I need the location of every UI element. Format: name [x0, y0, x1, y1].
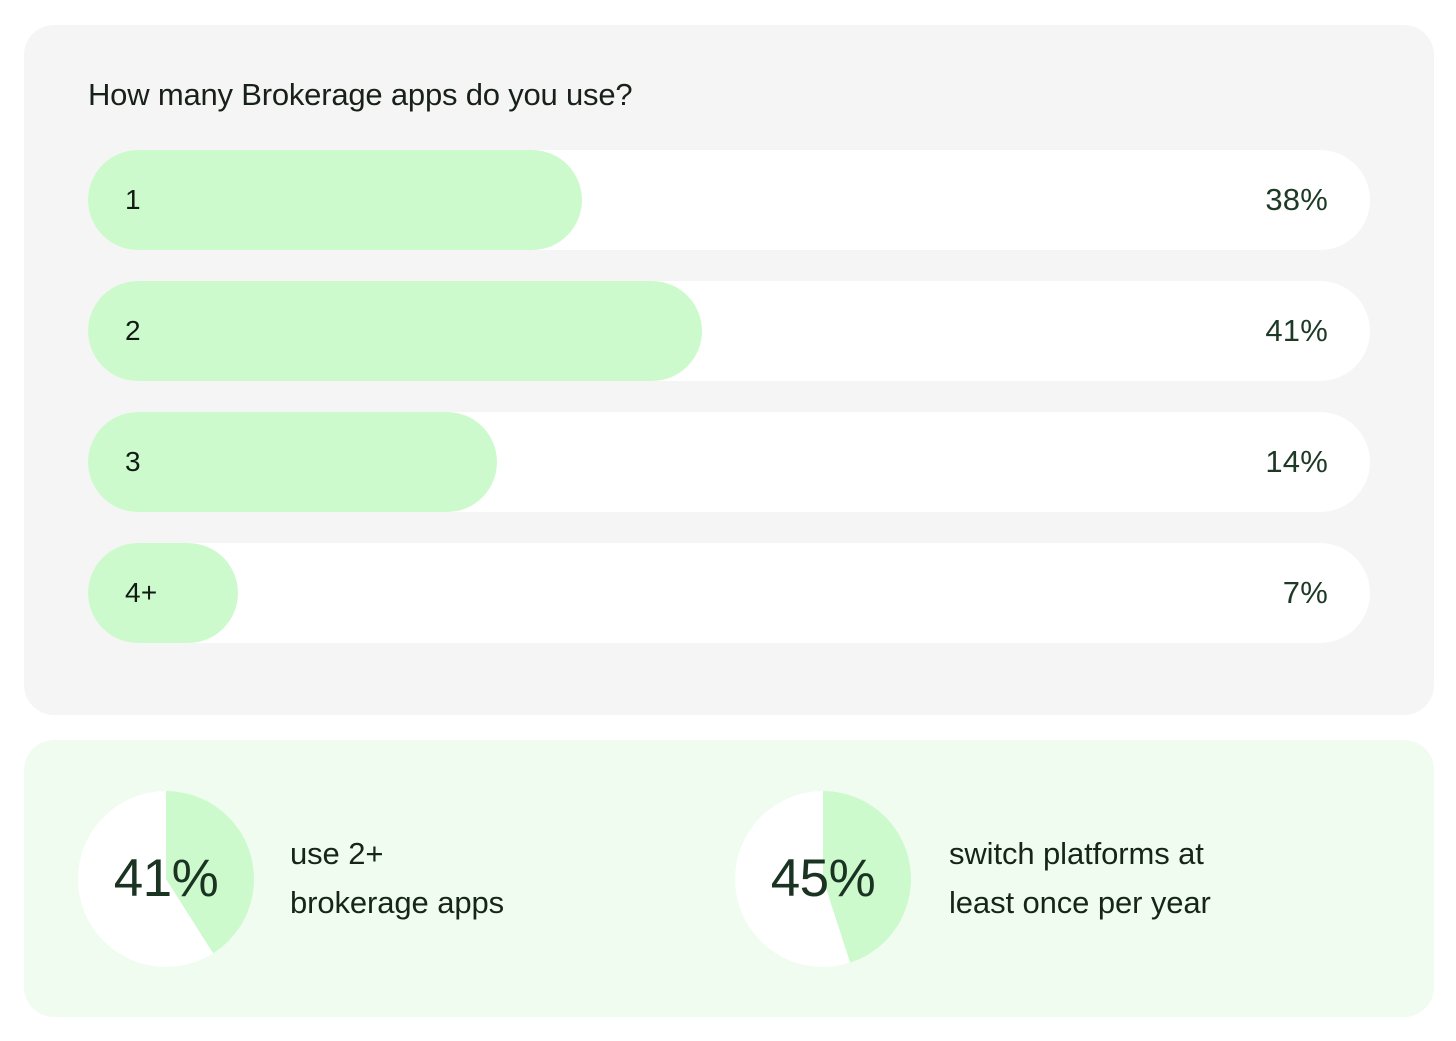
bar-fill — [88, 150, 582, 250]
bar-row: 3 14% — [88, 412, 1370, 512]
stat-item: 45% switch platforms at least once per y… — [735, 740, 1211, 1017]
bar-fill — [88, 543, 238, 643]
bar-label: 2 — [125, 315, 141, 346]
bar-value: 14% — [1265, 444, 1328, 479]
stat-caption: switch platforms at least once per year — [949, 835, 1211, 920]
stat-caption: use 2+ brokerage apps — [290, 835, 505, 920]
bar-fill — [88, 281, 703, 381]
page-title: How many Brokerage apps do you use? — [88, 77, 633, 112]
bar-row: 2 41% — [88, 281, 1370, 381]
bar-list: 1 38% 2 41% 3 14% 4+ 7% — [88, 150, 1370, 643]
pie-center-label: 45% — [770, 849, 876, 908]
bar-label: 4+ — [125, 577, 158, 608]
bar-value: 41% — [1265, 313, 1328, 348]
pie-slice-41 — [78, 790, 254, 967]
bar-track — [88, 543, 1370, 643]
pie-chart: 41% — [78, 790, 254, 967]
pie-slice-45 — [735, 790, 911, 967]
bar-label: 1 — [125, 184, 141, 215]
stats-panel: 41% use 2+ brokerage apps 45% switch pla… — [24, 740, 1434, 1017]
bar-value: 7% — [1282, 575, 1328, 610]
stat-item: 41% use 2+ brokerage apps — [78, 740, 504, 1017]
pie-chart: 45% — [735, 790, 911, 967]
bar-value: 38% — [1265, 182, 1328, 217]
bar-row: 4+ 7% — [88, 543, 1370, 643]
bar-chart-card: How many Brokerage apps do you use? 1 38… — [24, 25, 1434, 715]
pie-center-label: 41% — [113, 849, 219, 908]
bar-fill — [88, 412, 497, 512]
bar-row: 1 38% — [88, 150, 1370, 250]
bar-label: 3 — [125, 446, 141, 477]
